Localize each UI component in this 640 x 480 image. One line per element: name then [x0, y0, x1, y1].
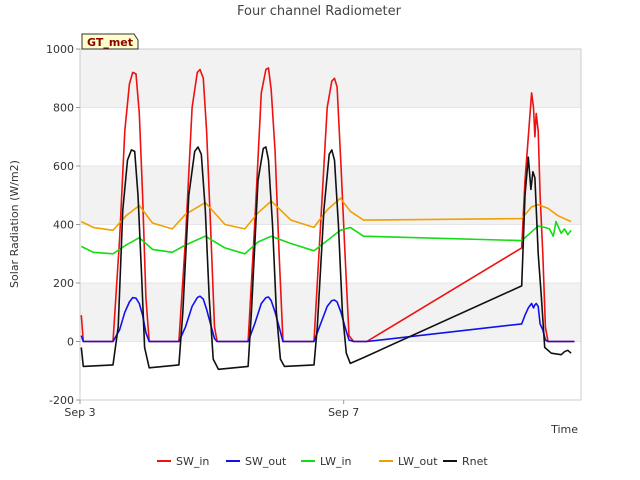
legend: SW_in SW_out LW_in LW_out Rnet [157, 455, 488, 468]
series-line-lw-in [80, 220, 572, 255]
grid-band [80, 283, 581, 342]
y-tick-label: 800 [53, 102, 74, 115]
y-tick-label: 200 [53, 277, 74, 290]
grid-band [80, 49, 581, 108]
x-tick-label: Sep 3 [64, 406, 95, 419]
series-lines [80, 67, 575, 371]
y-tick-label: 600 [53, 160, 74, 173]
y-tick-label: -200 [49, 394, 74, 407]
legend-label: Rnet [462, 455, 488, 468]
grid-bands [80, 49, 581, 400]
grid-band [80, 107, 581, 166]
legend-label: LW_out [398, 455, 438, 468]
x-axis: Sep 3 Sep 7 [64, 400, 359, 419]
gt-met-badge: GT_met [81, 33, 139, 50]
grid-band [80, 166, 581, 225]
y-tick-label: 400 [53, 219, 74, 232]
legend-label: SW_out [245, 455, 287, 468]
series-line-rnet [80, 146, 572, 371]
legend-label: LW_in [320, 455, 352, 468]
y-tick-label: 0 [67, 336, 74, 349]
grid-band [80, 224, 581, 283]
x-axis-label: Time [550, 423, 578, 436]
series-line-sw-in [80, 67, 575, 343]
chart-title: Four channel Radiometer [237, 4, 402, 19]
y-axis: -200 0 200 400 600 800 1000 [46, 43, 80, 407]
legend-label: SW_in [176, 455, 209, 468]
y-axis-label: Solar Radiation (W/m2) [8, 160, 21, 288]
x-tick-label: Sep 7 [328, 406, 359, 419]
grid-band [80, 341, 581, 400]
y-tick-label: 1000 [46, 43, 74, 56]
badge-label: GT_met [87, 36, 133, 49]
